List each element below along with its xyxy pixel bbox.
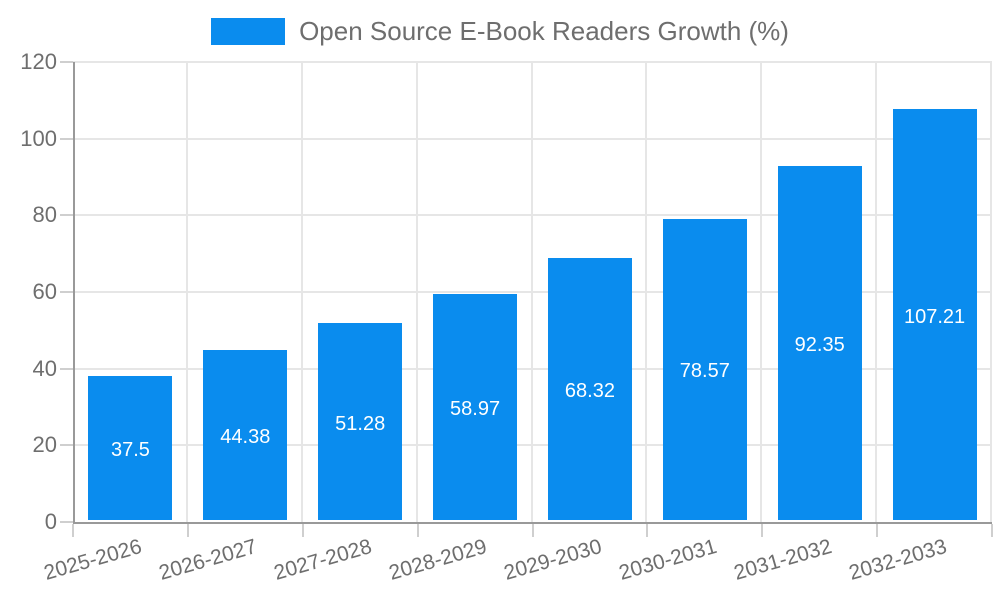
gridline-x — [185, 62, 188, 522]
plot-area: 0 20 40 60 80 100 120 37.5 2025-2026 44.38 2026-20… — [20, 50, 993, 585]
gridline-x — [990, 62, 992, 522]
legend-swatch — [211, 18, 286, 45]
y-tick — [60, 367, 73, 370]
y-tick-label: 60 — [32, 279, 57, 304]
y-tick-label: 20 — [32, 432, 57, 458]
bar-value-label: 92.35 — [794, 333, 845, 356]
x-tick — [761, 524, 764, 537]
bar[interactable] — [777, 166, 862, 520]
legend-item[interactable]: Open Source E-Book Readers Growth (%) — [211, 16, 789, 47]
gridline-x — [415, 62, 418, 522]
bar-value-label: 78.57 — [679, 360, 730, 383]
x-tick — [72, 524, 74, 537]
x-tick — [531, 524, 534, 537]
bar-value-label: 44.38 — [220, 425, 271, 448]
x-tick — [646, 524, 649, 537]
bar-value-label: 58.97 — [450, 397, 501, 420]
gridline-y — [73, 367, 992, 370]
y-tick — [60, 444, 73, 447]
y-tick — [60, 291, 73, 293]
bar-value-label: 68.32 — [564, 380, 615, 403]
gridline-x — [300, 62, 303, 522]
x-tick — [416, 524, 419, 537]
x-axis-line — [73, 522, 992, 524]
y-axis-line — [73, 62, 75, 524]
gridline-x — [875, 62, 878, 522]
y-tick — [60, 61, 73, 63]
bar[interactable] — [892, 109, 977, 520]
bar[interactable] — [547, 258, 632, 520]
x-tick — [186, 524, 189, 537]
y-tick-label: 120 — [20, 49, 57, 74]
gridline-y — [73, 137, 992, 140]
bar[interactable] — [88, 376, 173, 520]
y-tick-label: 100 — [20, 125, 57, 151]
y-tick — [60, 521, 73, 523]
y-tick-label: 40 — [32, 355, 57, 381]
x-tick — [301, 524, 304, 537]
gridline-x — [760, 62, 763, 522]
bar[interactable] — [318, 323, 403, 520]
chart-legend: Open Source E-Book Readers Growth (%) — [0, 16, 1000, 47]
bar-value-label: 107.21 — [903, 305, 966, 328]
bar[interactable] — [662, 218, 747, 520]
y-tick-label: 0 — [44, 509, 57, 534]
gridline-y — [73, 61, 992, 63]
gridline-y — [73, 291, 992, 293]
gridline-y — [73, 444, 992, 447]
bar[interactable] — [203, 349, 288, 520]
gridline-x — [530, 62, 533, 522]
y-tick-label: 80 — [32, 202, 57, 228]
gridline-y — [73, 214, 992, 217]
y-tick — [60, 214, 73, 217]
x-tick — [991, 524, 993, 537]
gridline-x — [645, 62, 648, 522]
legend-label: Open Source E-Book Readers Growth (%) — [299, 16, 789, 46]
y-tick — [60, 137, 73, 140]
bar-value-label: 37.5 — [110, 439, 150, 462]
x-tick — [876, 524, 879, 537]
bar-value-label: 51.28 — [335, 412, 386, 435]
bar[interactable] — [433, 293, 518, 520]
